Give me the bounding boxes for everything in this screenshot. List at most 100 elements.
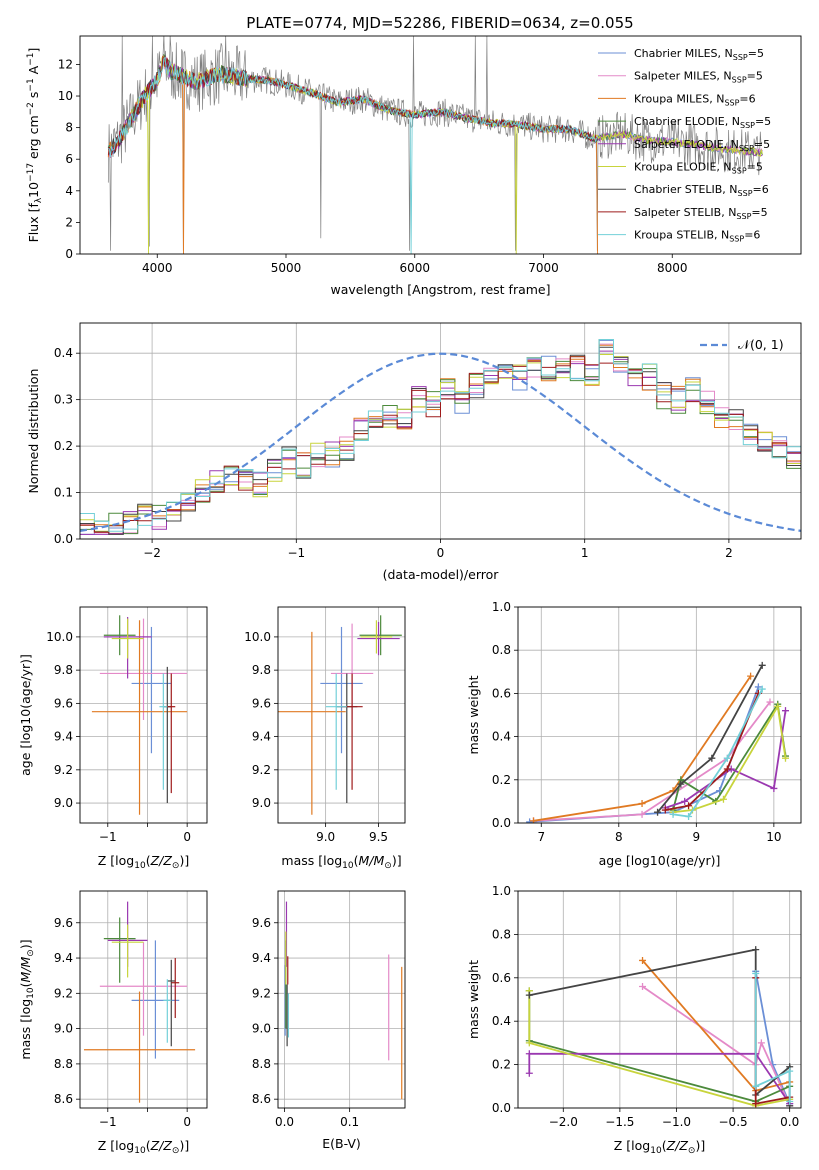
weight-series-krou_miles xyxy=(530,672,755,823)
legend-label: Kroupa MILES, N xyxy=(634,92,724,105)
y-tick-label: 9.0 xyxy=(54,796,73,810)
y-tick-label: 9.8 xyxy=(252,663,271,677)
weight-marker xyxy=(786,1067,794,1075)
axis-label: mass [log10(M/M⊙)] xyxy=(281,853,401,871)
weight-marker xyxy=(723,754,731,762)
y-axis-label: Normed distribution xyxy=(26,369,41,494)
legend-entry: Kroupa MILES, NSSP=6 xyxy=(634,92,756,107)
errorbar-chab_stelib xyxy=(167,959,176,1047)
axis-label-part: Z/Z xyxy=(150,853,173,868)
weight-line xyxy=(533,701,771,822)
y-tick-label: 0.0 xyxy=(492,816,511,830)
y-tick-label: 8.6 xyxy=(252,1092,271,1106)
histogram-plot xyxy=(80,339,801,535)
axis-label-part: ⊙ xyxy=(384,861,392,871)
axis-label-part: 10 xyxy=(18,709,33,725)
weight-marker xyxy=(525,1069,533,1077)
axis-label-part: M/M xyxy=(359,853,385,868)
y-axis-label-part: 10 xyxy=(26,182,41,198)
weight-marker xyxy=(685,802,693,810)
axis-label-part: 10 xyxy=(650,1146,662,1156)
y-tick-label: 1.0 xyxy=(492,600,511,614)
y-tick-label: 0.1 xyxy=(54,486,73,500)
weight-line xyxy=(665,693,760,811)
legend-sub: SSP xyxy=(729,235,744,244)
weight-marker xyxy=(723,765,731,773)
errorbar-salp_miles xyxy=(99,942,188,1036)
legend-sub: SSP xyxy=(733,53,748,62)
axis-label-part: )] xyxy=(18,939,33,949)
weight-marker xyxy=(758,685,766,693)
axes-frame xyxy=(79,322,802,540)
errorbar-krou_elodie xyxy=(111,618,144,659)
weight-marker xyxy=(766,698,774,706)
y-tick-label: 0.0 xyxy=(54,532,73,546)
legend-sub: SSP xyxy=(738,189,753,198)
x-tick-label: 9.0 xyxy=(316,830,335,844)
x-tick-label: −1 xyxy=(99,830,117,844)
x-axis-label: (data-model)/error xyxy=(383,567,500,582)
y-tick-label: 0.4 xyxy=(492,730,511,744)
errorbar-chab_elodie xyxy=(103,615,136,656)
axes-frame xyxy=(277,606,406,824)
axis-label: age [log10(age/yr)] xyxy=(18,654,33,776)
legend-value: =5 xyxy=(747,70,763,83)
panel-z-age: −1 09.09.29.49.69.810.0Z [log10(Z/Z⊙)]age… xyxy=(18,606,208,871)
x-axis-label: E(B-V) xyxy=(322,1136,361,1151)
y-tick-label: 8.8 xyxy=(252,1057,271,1071)
legend-entry: Chabrier MILES, NSSP=5 xyxy=(634,47,764,62)
y-tick-label: 9.6 xyxy=(54,916,73,930)
y-tick-label: 10.0 xyxy=(244,630,271,644)
weight-marker xyxy=(661,806,669,814)
y-axis-label-part: λ xyxy=(34,197,44,203)
weight-marker xyxy=(747,672,755,680)
legend-label: Chabrier STELIB, N xyxy=(634,183,738,196)
weight-marker xyxy=(530,817,538,823)
axes-frame xyxy=(277,890,406,1109)
spectrum-plot xyxy=(107,36,763,254)
y-tick-label: 9.2 xyxy=(252,986,271,1000)
y-tick-label: 9.4 xyxy=(252,730,271,744)
x-tick-label: 5000 xyxy=(271,261,302,275)
x-tick-label: 4000 xyxy=(142,261,173,275)
weight-marker xyxy=(781,754,789,762)
y-tick-label: 9.2 xyxy=(54,986,73,1000)
y-tick-label: 8.8 xyxy=(54,1057,73,1071)
x-tick-label: 0.1 xyxy=(340,1115,359,1129)
errorbar-salp_stelib xyxy=(341,673,363,790)
model-spectrum-salp_stelib xyxy=(107,55,598,156)
x-tick-label: −2.0 xyxy=(549,1115,578,1129)
panel-mass-age: 9.0 9.5 9.0 9.2 9.4 9.6 9.8 10.0 mass [log10(M/M… xyxy=(244,606,406,871)
legend-entry: Salpeter STELIB, NSSP=5 xyxy=(634,206,768,221)
gaussian-curve xyxy=(80,352,801,532)
errorbar-krou_miles xyxy=(83,991,196,1103)
model-spectrum-krou_stelib xyxy=(108,56,599,254)
y-tick-label: 0.3 xyxy=(54,393,73,407)
x-tick-label: 7 xyxy=(537,830,545,844)
x-tick-label: 0.0 xyxy=(275,1115,294,1129)
y-tick-label: 9.0 xyxy=(252,1022,271,1036)
y-tick-label: 10.0 xyxy=(46,630,73,644)
axis-label-part: ( xyxy=(146,853,151,868)
legend-label: Kroupa STELIB, N xyxy=(634,229,729,242)
axis-label-part: age/yr xyxy=(671,853,712,868)
errorbar-chab_miles xyxy=(131,626,172,754)
y-tick-label: 0.6 xyxy=(492,971,511,985)
grid-z-age xyxy=(80,607,207,823)
legend-value: =5 xyxy=(755,115,771,128)
x-tick-label: −1.0 xyxy=(662,1115,691,1129)
axis-label: Z [log10(Z/Z⊙)] xyxy=(614,1138,705,1156)
axis-label-part: )] xyxy=(392,853,402,868)
y-axis-label-part: −17 xyxy=(26,163,36,182)
x-tick-label: 0 xyxy=(183,1115,191,1129)
weight-series-salp_miles xyxy=(530,698,774,823)
y-tick-label: 9.2 xyxy=(54,763,73,777)
axis-label-part: age/yr xyxy=(18,663,33,704)
y-tick-label: 2 xyxy=(65,215,73,229)
x-tick-label: 8 xyxy=(615,830,623,844)
weight-marker xyxy=(526,818,534,823)
weight-line xyxy=(533,675,752,822)
weight-marker xyxy=(754,683,762,691)
y-tick-label: 0.2 xyxy=(54,439,73,453)
x-tick-label: −1 xyxy=(99,1115,117,1129)
